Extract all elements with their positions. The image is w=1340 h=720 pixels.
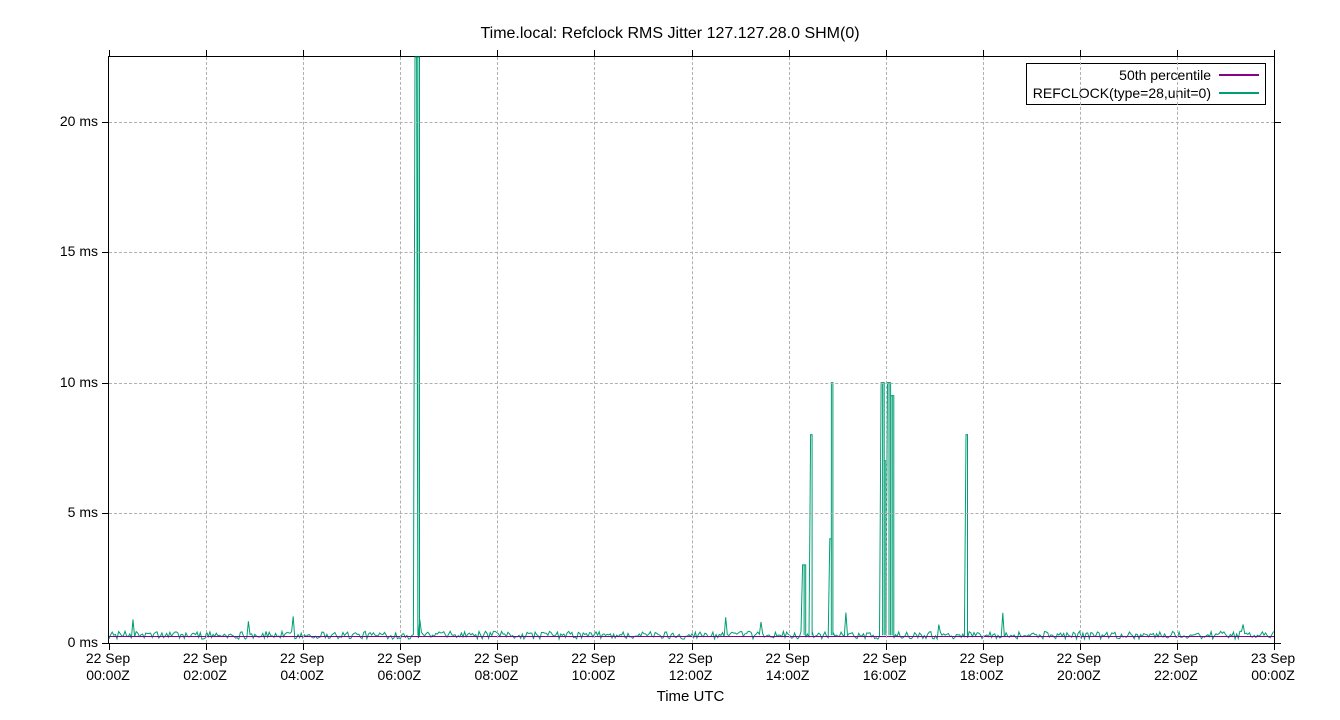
y-tick-label: 10 ms: [60, 374, 98, 390]
y-tick: [1275, 383, 1281, 384]
x-tick: [886, 50, 887, 56]
x-tick: [692, 50, 693, 56]
x-tick: [400, 50, 401, 56]
gridline-v: [1080, 57, 1081, 643]
y-tick: [1275, 513, 1281, 514]
y-tick: [1275, 122, 1281, 123]
gridline-v: [886, 57, 887, 643]
refclock-jitter-chart: Time.local: Refclock RMS Jitter 127.127.…: [0, 0, 1340, 720]
y-tick: [1275, 643, 1281, 644]
x-axis-label: Time UTC: [108, 688, 1273, 705]
x-tick: [594, 50, 595, 56]
y-tick-label: 15 ms: [60, 243, 98, 259]
x-tick: [303, 50, 304, 56]
y-tick-label: 20 ms: [60, 113, 98, 129]
gridline-v: [789, 57, 790, 643]
x-tick-label: 22 Sep 06:00Z: [359, 650, 439, 684]
gridline-v: [206, 57, 207, 643]
x-tick-label: 22 Sep 04:00Z: [262, 650, 342, 684]
gridline-v: [692, 57, 693, 643]
x-tick: [983, 50, 984, 56]
legend-label: 50th percentile: [1119, 67, 1211, 83]
legend-swatch: [1219, 92, 1259, 94]
x-tick: [497, 50, 498, 56]
y-tick: [102, 122, 108, 123]
gridline-v: [497, 57, 498, 643]
gridline-v: [400, 57, 401, 643]
x-tick-label: 22 Sep 20:00Z: [1039, 650, 1119, 684]
y-tick: [102, 383, 108, 384]
x-tick-label: 22 Sep 12:00Z: [651, 650, 731, 684]
legend-item: REFCLOCK(type=28,unit=0): [1033, 84, 1259, 102]
y-tick: [102, 643, 108, 644]
y-tick-label: 0 ms: [68, 634, 98, 650]
x-tick-label: 22 Sep 18:00Z: [942, 650, 1022, 684]
x-tick: [206, 50, 207, 56]
x-tick-label: 22 Sep 10:00Z: [553, 650, 633, 684]
x-tick: [1080, 50, 1081, 56]
gridline-v: [594, 57, 595, 643]
x-tick-label: 22 Sep 14:00Z: [748, 650, 828, 684]
legend-label: REFCLOCK(type=28,unit=0): [1033, 85, 1211, 101]
legend-swatch: [1219, 74, 1259, 76]
x-tick: [789, 50, 790, 56]
y-tick: [102, 513, 108, 514]
x-tick-label: 22 Sep 16:00Z: [845, 650, 925, 684]
x-tick-label: 23 Sep 00:00Z: [1233, 650, 1313, 684]
x-tick-label: 22 Sep 22:00Z: [1136, 650, 1216, 684]
x-tick-label: 22 Sep 02:00Z: [165, 650, 245, 684]
chart-title: Time.local: Refclock RMS Jitter 127.127.…: [0, 25, 1340, 43]
x-tick-label: 22 Sep 08:00Z: [456, 650, 536, 684]
y-tick: [102, 252, 108, 253]
x-tick: [1274, 50, 1275, 56]
legend-item: 50th percentile: [1033, 66, 1259, 84]
y-tick-label: 5 ms: [68, 504, 98, 520]
legend: 50th percentile REFCLOCK(type=28,unit=0): [1026, 63, 1266, 105]
gridline-v: [303, 57, 304, 643]
y-tick: [1275, 252, 1281, 253]
gridline-v: [1177, 57, 1178, 643]
x-tick-label: 22 Sep 00:00Z: [68, 650, 148, 684]
gridline-v: [983, 57, 984, 643]
plot-area: 50th percentile REFCLOCK(type=28,unit=0): [108, 56, 1275, 644]
x-tick: [109, 50, 110, 56]
x-tick: [1177, 50, 1178, 56]
